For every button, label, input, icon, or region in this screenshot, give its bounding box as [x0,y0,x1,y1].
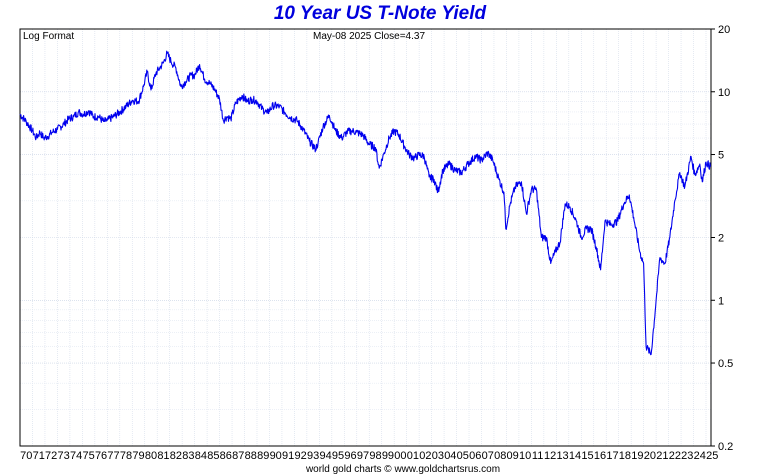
x-tick-label: 10 [519,450,531,462]
x-tick-label: 73 [58,450,70,462]
x-tick-label: 85 [207,450,219,462]
x-tick-label: 86 [220,450,232,462]
footer-credit: world gold charts © www.goldchartsrus.co… [305,464,500,475]
x-tick-label: 23 [681,450,693,462]
y-tick-label: 10 [718,87,730,99]
x-tick-label: 09 [507,450,519,462]
x-tick-label: 17 [606,450,618,462]
x-tick-label: 08 [494,450,506,462]
x-tick-label: 95 [332,450,344,462]
x-tick-label: 01 [407,450,419,462]
x-tick-label: 94 [319,450,331,462]
x-tick-label: 90 [270,450,282,462]
x-tick-label: 76 [95,450,107,462]
x-tick-label: 78 [120,450,132,462]
x-tick-label: 25 [706,450,718,462]
x-tick-label: 20 [644,450,656,462]
x-tick-label: 12 [544,450,556,462]
y-tick-label: 5 [718,150,724,162]
close-info: May-08 2025 Close=4.37 [313,31,425,42]
x-tick-label: 03 [432,450,444,462]
x-tick-label: 02 [419,450,431,462]
x-tick-label: 74 [70,450,82,462]
x-axis: 70 71 72 73 74 75 76 77 78 79 80 81 82 83 84 85 86 87 88 89… [20,450,718,462]
x-tick-label: 97 [357,450,369,462]
x-tick-label: 06 [469,450,481,462]
x-tick-label: 05 [457,450,469,462]
x-tick-label: 04 [444,450,456,462]
x-tick-label: 96 [344,450,356,462]
x-tick-label: 00 [394,450,406,462]
x-tick-label: 92 [295,450,307,462]
x-tick-label: 72 [45,450,57,462]
y-tick-label: 0.2 [718,441,733,453]
y-tick-label: 20 [718,24,730,36]
x-tick-label: 22 [669,450,681,462]
x-tick-label: 16 [594,450,606,462]
x-tick-label: 84 [195,450,207,462]
x-tick-label: 21 [656,450,668,462]
y-axis: 20 10 5 2 1 0.5 0.2 [711,24,733,453]
x-tick-label: 19 [631,450,643,462]
x-tick-label: 14 [569,450,581,462]
y-tick-label: 0.5 [718,358,733,370]
x-tick-label: 79 [132,450,144,462]
x-tick-label: 18 [619,450,631,462]
x-tick-label: 15 [581,450,593,462]
plot-frame [19,28,712,447]
x-tick-label: 91 [282,450,294,462]
x-tick-label: 13 [556,450,568,462]
x-tick-label: 82 [170,450,182,462]
series-layer [19,50,711,356]
x-tick-label: 87 [232,450,244,462]
x-tick-label: 83 [182,450,194,462]
x-tick-label: 11 [532,450,543,462]
y-tick-label: 2 [718,233,724,245]
chart-title: 10 Year US T-Note Yield [273,3,487,24]
log-format-label: Log Format [23,31,74,42]
x-tick-label: 71 [33,450,45,462]
x-tick-label: 89 [257,450,269,462]
yield-line [19,50,711,356]
x-tick-label: 70 [20,450,32,462]
x-tick-label: 24 [694,450,706,462]
x-tick-label: 77 [107,450,119,462]
y-tick-label: 1 [718,295,724,307]
gridlines [19,28,711,447]
x-tick-label: 98 [369,450,381,462]
x-tick-label: 75 [82,450,94,462]
x-tick-label: 93 [307,450,319,462]
x-tick-label: 88 [245,450,257,462]
x-tick-label: 80 [145,450,157,462]
x-tick-label: 99 [382,450,394,462]
x-tick-label: 07 [482,450,494,462]
x-tick-label: 81 [157,450,169,462]
